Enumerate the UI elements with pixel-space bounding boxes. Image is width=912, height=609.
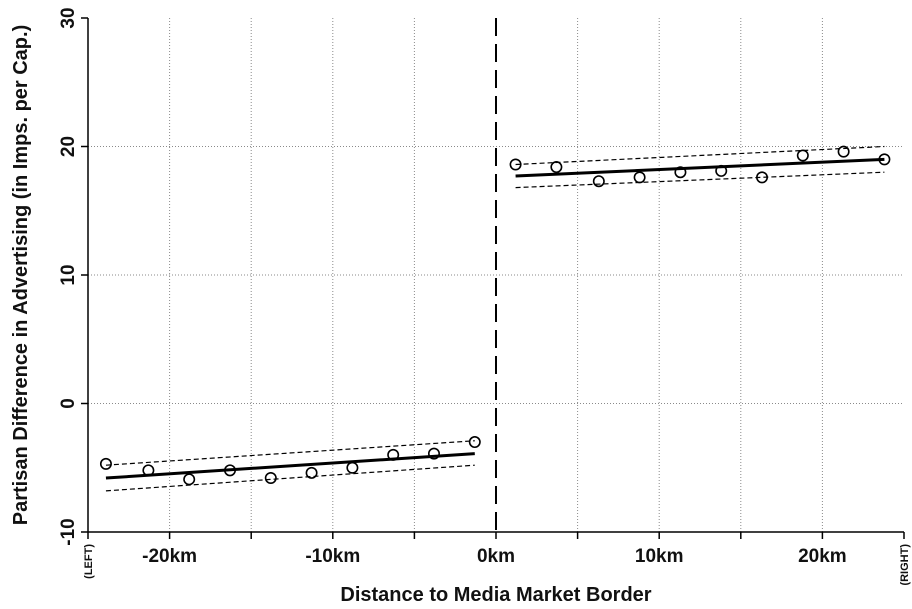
data-point [509, 158, 522, 171]
data-point [878, 153, 891, 166]
data-point [305, 466, 318, 479]
x-tick-label: 20km [798, 546, 847, 567]
data-point [633, 171, 646, 184]
data-point [468, 436, 481, 449]
y-tick-label: 20 [58, 136, 79, 157]
data-point [99, 457, 112, 470]
y-tick-label: 30 [58, 7, 79, 28]
y-tick-label: -10 [58, 518, 79, 545]
data-point [346, 461, 359, 474]
fit-line-left [105, 452, 475, 480]
ci-lower-left [105, 464, 475, 492]
data-point [756, 171, 769, 184]
x-tick-label: -20km [142, 546, 197, 567]
data-point [142, 464, 155, 477]
y-tick-label: 10 [58, 264, 79, 285]
x-tick-label: -10km [305, 546, 360, 567]
fit-lines [105, 145, 885, 492]
data-points [99, 145, 891, 486]
x-tick-label: 0km [477, 546, 515, 567]
ci-lower-right [515, 171, 885, 189]
x-axis-label: Distance to Media Market Border [340, 584, 651, 606]
axes [81, 17, 905, 539]
data-point [427, 447, 440, 460]
data-point [387, 448, 400, 461]
data-point [183, 473, 196, 486]
tick-labels: (LEFT) -20km -10km 0km 10km 20km (RIGHT) -10 0 10… [58, 7, 911, 585]
data-point [592, 175, 605, 188]
data-point [796, 149, 809, 162]
data-point [550, 161, 563, 174]
ci-upper-right [515, 145, 885, 166]
data-point [674, 166, 687, 179]
y-axis-label: Partisan Difference in Advertising (in I… [10, 25, 32, 525]
ci-upper-left [105, 440, 475, 466]
grid [88, 18, 904, 532]
fit-line-right [515, 157, 885, 178]
x-tick-label-rotated: (LEFT) [83, 544, 95, 579]
y-tick-label: 0 [58, 398, 79, 409]
data-point [223, 464, 236, 477]
x-tick-label-rotated: (RIGHT) [899, 544, 911, 586]
data-point [715, 164, 728, 177]
x-tick-label: 10km [635, 546, 684, 567]
data-point [264, 472, 277, 485]
data-point [837, 145, 850, 158]
